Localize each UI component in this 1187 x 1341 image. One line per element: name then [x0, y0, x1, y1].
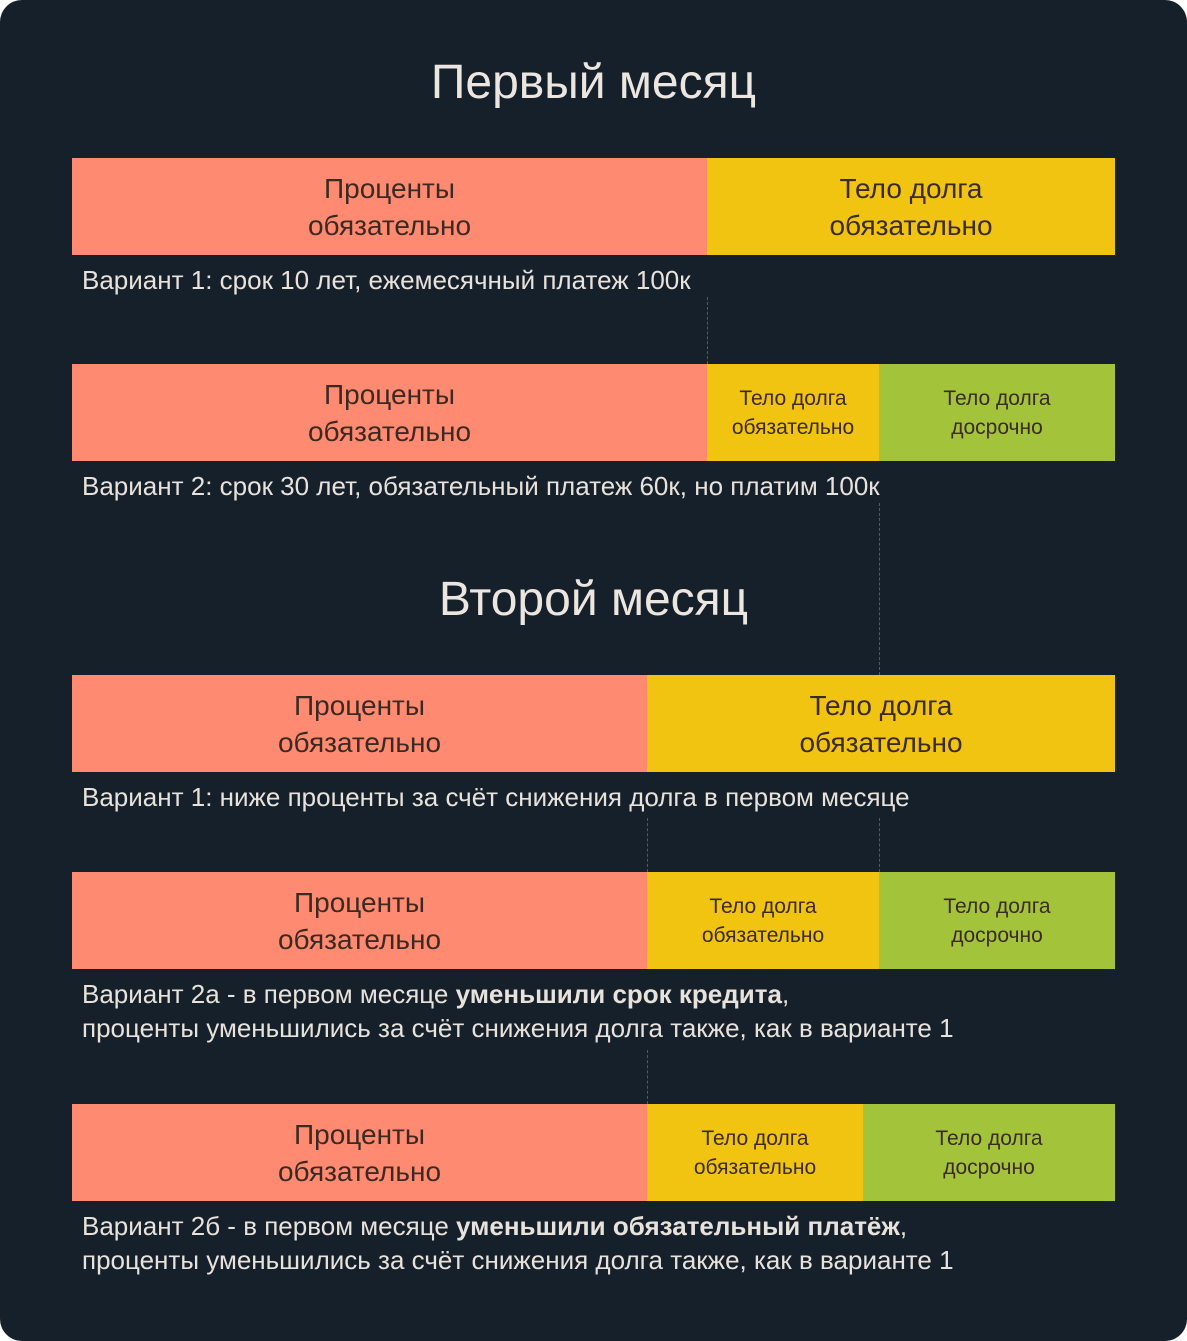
segment-interest: Проценты обязательно	[72, 158, 707, 255]
segment-interest: Проценты обязательно	[72, 1104, 647, 1201]
segment-principal-required: Тело долга обязательно	[647, 872, 879, 969]
month1-variant2-bar: Проценты обязательно Тело долга обязательн…	[72, 364, 1115, 461]
month1-variant1-caption: Вариант 1: срок 10 лет, ежемесячный плат…	[82, 265, 691, 295]
month2-title: Второй месяц	[438, 573, 749, 626]
guide-line	[647, 818, 648, 872]
segment-principal-early: Тело долга досрочно	[879, 872, 1115, 969]
segment-interest: Проценты обязательно	[72, 675, 647, 772]
month2-variant1-caption: Вариант 1: ниже проценты за счёт снижени…	[82, 782, 910, 812]
month1-title: Первый месяц	[430, 56, 757, 109]
caption-text: Вариант 2а - в первом месяце	[82, 979, 456, 1009]
guide-line	[707, 297, 708, 364]
caption-text: Вариант 2б - в первом месяце	[82, 1211, 457, 1241]
caption-text: ,	[781, 979, 790, 1009]
guide-line	[879, 818, 880, 872]
caption-line2: проценты уменьшились за счёт снижения до…	[82, 1013, 954, 1043]
caption-emphasis: уменьшили обязательный платёж	[456, 1211, 900, 1241]
guide-line	[879, 503, 880, 675]
segment-interest: Проценты обязательно	[72, 872, 647, 969]
caption-line2: проценты уменьшились за счёт снижения до…	[82, 1245, 954, 1275]
caption-text: ,	[899, 1211, 908, 1241]
month2-variant2b-bar: Проценты обязательно Тело долга обязательн…	[72, 1104, 1115, 1201]
month1-variant1-bar: Проценты обязательно Тело долга обязательн…	[72, 158, 1115, 255]
month2-variant1-bar: Проценты обязательно Тело долга обязательн…	[72, 675, 1115, 772]
segment-principal-required: Тело долга обязательно	[647, 675, 1115, 772]
segment-principal-required: Тело долга обязательно	[647, 1104, 863, 1201]
guide-line	[647, 1050, 648, 1104]
segment-principal-required: Тело долга обязательно	[707, 158, 1115, 255]
month2-variant2a-bar: Проценты обязательно Тело долга обязательн…	[72, 872, 1115, 969]
caption-emphasis: уменьшили срок кредита	[455, 979, 782, 1009]
segment-interest: Проценты обязательно	[72, 364, 707, 461]
month2-variant2a-caption: Вариант 2а - в первом месяце уменьшили с…	[82, 977, 954, 1045]
segment-principal-early: Тело долга досрочно	[863, 1104, 1115, 1201]
month1-variant2-caption: Вариант 2: срок 30 лет, обязательный пла…	[82, 471, 880, 501]
month2-variant2b-caption: Вариант 2б - в первом месяце уменьшили о…	[82, 1209, 954, 1277]
segment-principal-required: Тело долга обязательно	[707, 364, 879, 461]
segment-principal-early: Тело долга досрочно	[879, 364, 1115, 461]
